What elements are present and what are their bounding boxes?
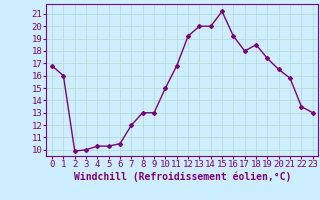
X-axis label: Windchill (Refroidissement éolien,°C): Windchill (Refroidissement éolien,°C) bbox=[74, 172, 291, 182]
